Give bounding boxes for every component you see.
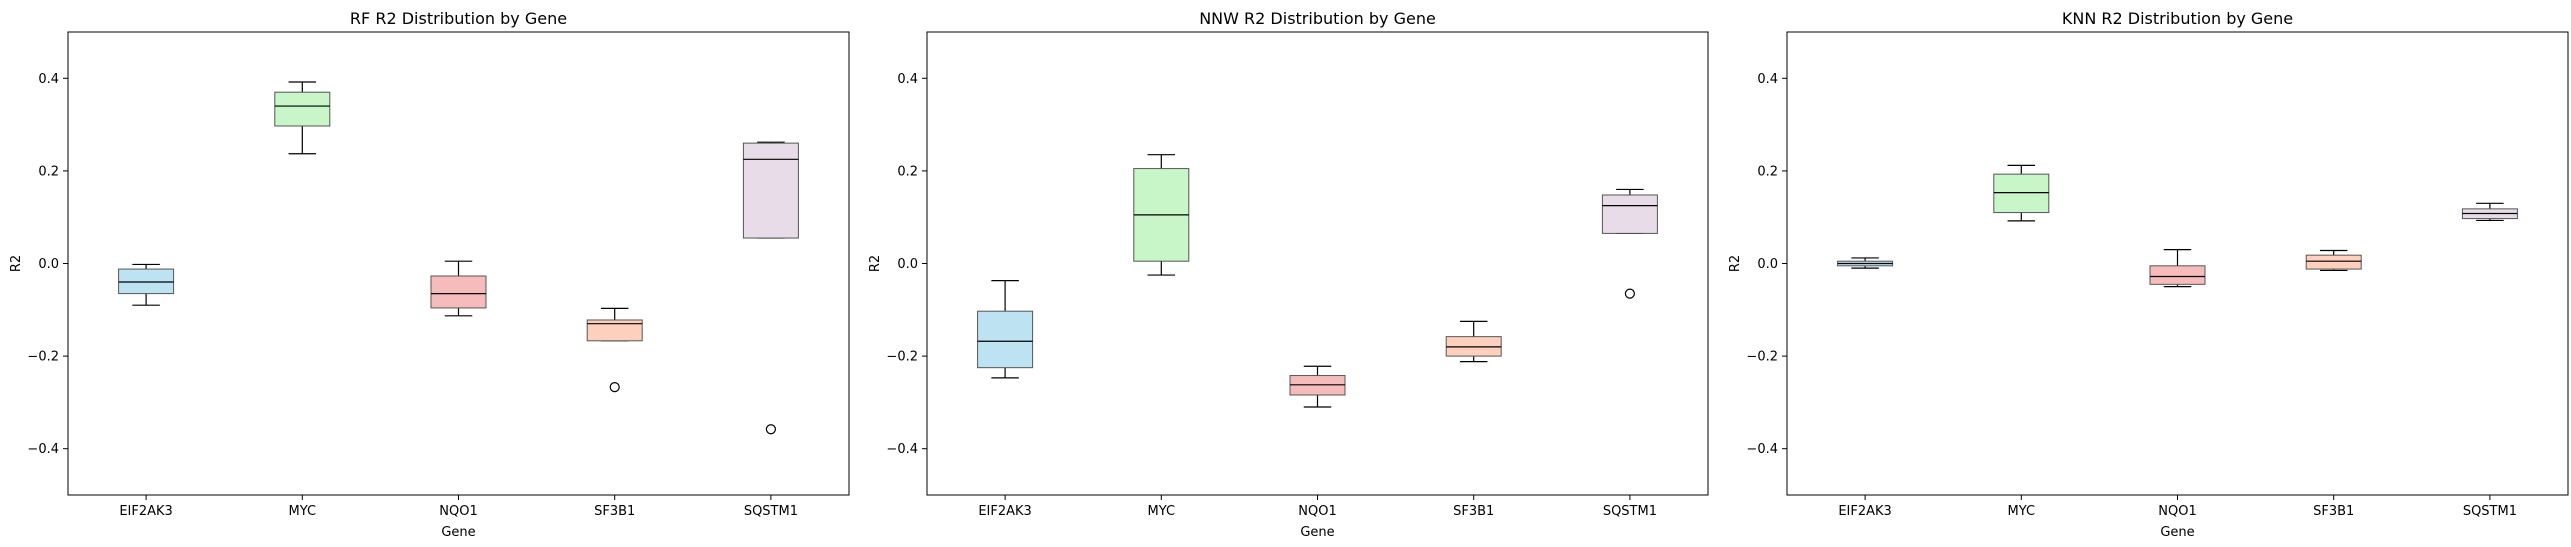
y-tick-label: 0.2	[1757, 164, 1778, 179]
chart-panel-3: KNN R2 Distribution by Gene R2 Gene −0.4 −0.…	[1728, 9, 2569, 540]
chart-panel-2: NNW R2 Distribution by Gene R2 Gene −0.4 −0.…	[868, 9, 1709, 540]
x-tick-label: NQO1	[2158, 504, 2196, 519]
box-eif2ak3	[977, 280, 1034, 379]
box-body	[586, 319, 643, 342]
x-axis-label: Gene	[2160, 525, 2194, 540]
y-tick-label: 0.2	[38, 164, 59, 179]
x-tick-label: EIF2AK3	[1838, 504, 1892, 519]
chart-title: RF R2 Distribution by Gene	[350, 9, 567, 28]
x-tick-label: SF3B1	[594, 504, 635, 519]
box-nqo1	[430, 260, 487, 317]
axes-frame	[926, 31, 1709, 496]
x-axis-label: Gene	[1300, 525, 1334, 540]
y-axis-label: R2	[868, 255, 883, 272]
y-tick-label: −0.4	[27, 442, 59, 457]
box-eif2ak3	[1837, 257, 1894, 269]
x-tick-label: NQO1	[439, 504, 477, 519]
box-sqstm1	[1601, 188, 1658, 299]
box-body	[977, 310, 1034, 369]
y-tick-label: 0.0	[1757, 257, 1778, 272]
x-tick-label: MYC	[1148, 504, 1176, 519]
y-tick-label: −0.2	[886, 350, 918, 365]
box-nqo1	[1289, 365, 1346, 408]
outlier-point	[765, 424, 777, 435]
box-sf3b1	[2305, 249, 2362, 272]
box-sqstm1	[2461, 202, 2518, 222]
box-body	[118, 268, 175, 295]
y-tick-label: 0.0	[897, 257, 918, 272]
y-tick-label: −0.2	[1746, 350, 1778, 365]
x-tick-label: MYC	[289, 504, 317, 519]
box-body	[430, 275, 487, 309]
y-tick-label: −0.2	[27, 350, 59, 365]
chart-title: KNN R2 Distribution by Gene	[2062, 9, 2293, 28]
x-tick-label: EIF2AK3	[119, 504, 173, 519]
y-tick-label: 0.4	[1757, 72, 1778, 87]
chart-title: NNW R2 Distribution by Gene	[1199, 9, 1436, 28]
box-body	[1601, 194, 1658, 234]
y-axis-label: R2	[1728, 255, 1743, 272]
x-tick-label: SQSTM1	[2463, 504, 2517, 519]
x-tick-label: SF3B1	[1453, 504, 1494, 519]
x-axis-label: Gene	[441, 525, 475, 540]
box-sf3b1	[586, 307, 643, 393]
box-myc	[1993, 164, 2050, 222]
box-eif2ak3	[118, 263, 175, 306]
y-tick-label: 0.4	[897, 72, 918, 87]
box-body	[2305, 254, 2362, 270]
box-body	[1993, 173, 2050, 214]
box-myc	[274, 81, 331, 155]
x-tick-label: SQSTM1	[744, 504, 798, 519]
x-tick-label: EIF2AK3	[978, 504, 1032, 519]
x-tick-label: SF3B1	[2313, 504, 2354, 519]
box-nqo1	[2149, 249, 2206, 288]
y-tick-label: 0.0	[38, 257, 59, 272]
box-sqstm1	[742, 141, 799, 435]
box-body	[2149, 265, 2206, 285]
box-myc	[1133, 154, 1190, 276]
outlier-point	[609, 382, 620, 393]
box-body	[274, 91, 331, 127]
chart-panel-1: RF R2 Distribution by Gene R2 Gene −0.4 −0.2…	[9, 9, 850, 540]
y-tick-label: −0.4	[1746, 442, 1778, 457]
x-tick-label: SQSTM1	[1603, 504, 1657, 519]
x-tick-label: NQO1	[1298, 504, 1336, 519]
y-tick-label: 0.2	[897, 164, 918, 179]
box-sf3b1	[1445, 320, 1502, 363]
y-tick-label: −0.4	[886, 442, 918, 457]
y-tick-label: 0.4	[38, 72, 59, 87]
y-axis-label: R2	[9, 255, 24, 272]
x-tick-label: MYC	[2008, 504, 2036, 519]
outlier-point	[1624, 288, 1636, 299]
box-body	[742, 142, 799, 239]
